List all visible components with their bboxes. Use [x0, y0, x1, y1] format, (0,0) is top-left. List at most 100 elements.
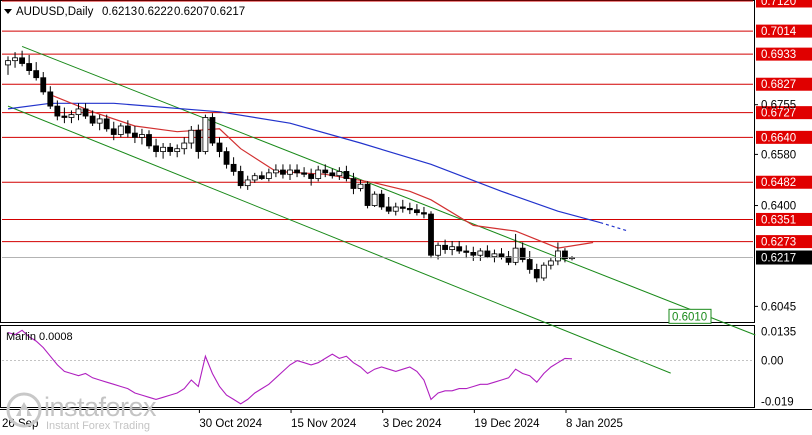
candle-body: [167, 146, 174, 152]
candle-body: [117, 125, 124, 135]
target-label: 0.6010: [672, 311, 707, 323]
marlin-line: [7, 329, 573, 405]
candle-body: [357, 183, 364, 189]
watermark-name: instaforex: [44, 392, 157, 422]
candle-body: [89, 115, 96, 124]
candle-body: [61, 115, 68, 118]
candle-body: [33, 70, 40, 79]
level-label: 0.6351: [761, 214, 796, 226]
candle-body: [308, 173, 315, 179]
candle-body: [209, 117, 216, 144]
chart-symbol-title: AUDUSD,Daily: [16, 6, 94, 18]
candle-body: [392, 206, 399, 212]
x-tick-label: 3 Dec 2024: [383, 418, 442, 430]
level-label-box: [756, 24, 812, 38]
candle-body: [19, 57, 26, 64]
candle-body: [336, 171, 343, 177]
level-label-box: [756, 0, 812, 8]
candle-body: [385, 206, 392, 212]
current-price-label: 0.6217: [761, 253, 796, 265]
candle-body: [258, 175, 265, 179]
level-label: 0.7120: [761, 0, 796, 8]
candle-body: [139, 134, 145, 138]
indicator-pane-frame: [0, 325, 755, 408]
symbol-menu-triangle-icon[interactable]: [4, 9, 12, 14]
candle-body: [406, 207, 413, 211]
ohlc-low: 0.6207: [174, 6, 209, 18]
level-label-box: [756, 106, 812, 120]
x-tick-label: 30 Oct 2024: [199, 418, 262, 430]
x-tick-label: 15 Nov 2024: [291, 418, 357, 430]
candle-body: [350, 178, 357, 189]
x-tick-label: 19 Dec 2024: [474, 418, 540, 430]
candle-body: [562, 250, 568, 260]
level-label: 0.7014: [761, 26, 797, 38]
candle-body: [491, 253, 498, 258]
candle-body: [315, 169, 322, 179]
candle-body: [54, 105, 61, 117]
y-tick-label: 0.6045: [761, 301, 796, 313]
ma-blue-line-projection: [600, 222, 629, 232]
indicator-title: Marlin 0.0008: [6, 331, 73, 343]
candle-body: [202, 117, 209, 152]
candle-body: [230, 163, 237, 172]
candle-body: [124, 125, 131, 134]
watermark-tagline: Instant Forex Trading: [46, 420, 150, 432]
candle-body: [103, 118, 110, 130]
candle-body: [526, 259, 533, 270]
candle-body: [75, 108, 82, 116]
candle-body: [287, 169, 293, 175]
candle-body: [519, 247, 526, 260]
candle-body: [272, 169, 279, 174]
candle-body: [110, 128, 117, 135]
y-tick-label: 0.6580: [761, 149, 796, 161]
level-label: 0.6482: [761, 177, 796, 189]
level-label-box: [756, 212, 812, 226]
candle-body: [68, 114, 75, 118]
candle-body: [512, 247, 519, 263]
candle-body: [322, 169, 329, 174]
candle-body: [223, 151, 230, 165]
candle-body: [26, 63, 33, 71]
level-label-box: [756, 47, 812, 61]
candle-body: [371, 193, 378, 206]
candle-body: [40, 77, 47, 93]
candle-body: [421, 212, 427, 215]
candle-body: [188, 129, 195, 144]
x-tick-label: 8 Jan 2025: [566, 418, 623, 430]
level-label-box: [756, 130, 812, 144]
candle-body: [216, 142, 223, 152]
candle-body: [96, 118, 103, 124]
candle-body: [533, 269, 540, 279]
instaforex-logo-icon: [6, 392, 42, 428]
candle-body: [470, 252, 477, 256]
level-label-box: [756, 175, 812, 189]
level-label: 0.6727: [761, 108, 796, 120]
candle-body: [301, 172, 308, 175]
candle-body: [195, 129, 202, 152]
candle-body: [399, 206, 406, 209]
candle-body: [12, 57, 18, 62]
candle-body: [280, 169, 286, 175]
y-tick-label: 0.6400: [761, 201, 796, 213]
candle-body: [498, 253, 505, 258]
candle-body: [428, 213, 434, 256]
candle-body: [5, 60, 11, 66]
channel-upper-line: [21, 45, 756, 336]
candle-body: [265, 172, 272, 179]
candle-body: [540, 264, 547, 279]
candle-body: [153, 145, 159, 152]
channel-lower-line: [7, 105, 671, 374]
candle-body: [82, 108, 89, 117]
candle-body: [413, 209, 420, 214]
level-label: 0.6273: [761, 237, 796, 249]
instaforex-watermark: instaforex Instant Forex Trading: [6, 392, 196, 432]
target-label-box: [668, 308, 712, 324]
current-price-box: [756, 250, 812, 265]
candle-body: [442, 244, 449, 250]
candle-body: [449, 246, 456, 250]
ma-blue-line: [7, 102, 601, 224]
candle-body: [364, 183, 371, 206]
candle-body: [146, 134, 152, 147]
candle-body: [463, 250, 470, 253]
